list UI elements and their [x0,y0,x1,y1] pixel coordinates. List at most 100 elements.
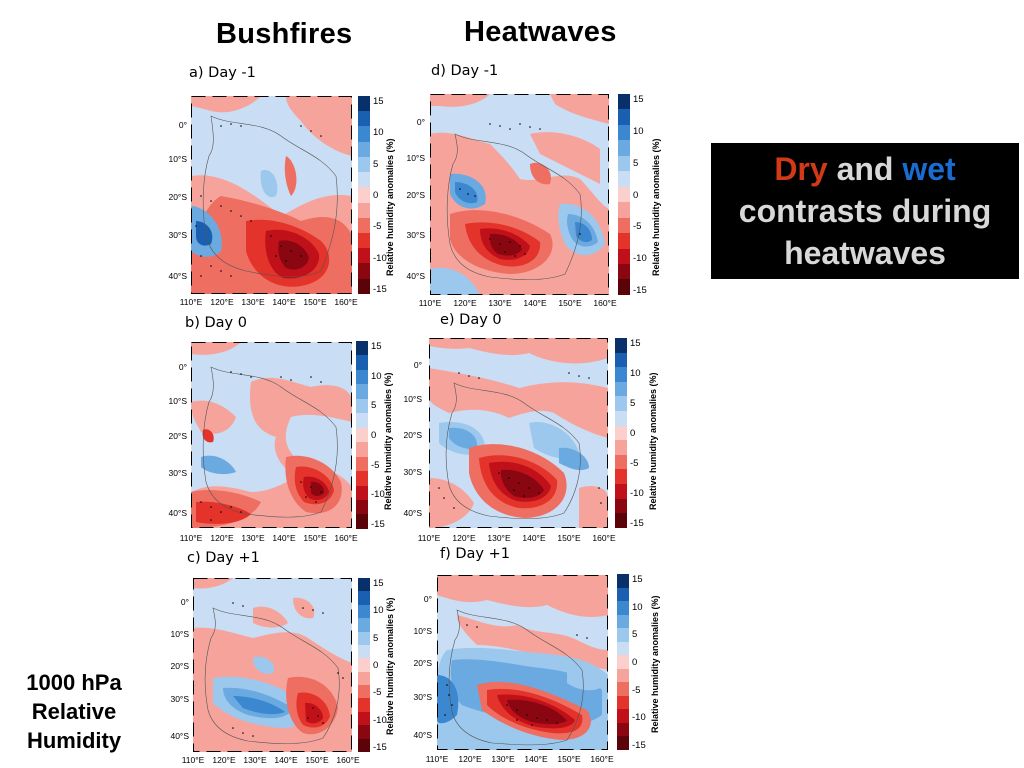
colorbar-swatch [617,574,629,588]
colorbar-swatch [615,338,627,353]
colorbar-swatch [356,485,368,500]
colorbar-swatch [358,644,370,659]
colorbar-tick-label: -15 [633,285,647,296]
colorbar-tick-label: -15 [632,740,646,751]
colorbar-swatch [358,578,370,592]
colorbar-c [358,578,370,752]
colorbar-tick-label: 0 [373,660,379,671]
colorbar-swatch [358,698,370,712]
lon-tick-a-3: 140°E [272,297,296,307]
colorbar-swatch [356,341,368,356]
colorbar-a [358,96,370,294]
colorbar-swatch [618,217,630,234]
colorbar-swatch [618,171,630,187]
lat-tick-d-3: 30°S [406,230,425,240]
variable-label: 1000 hPa Relative Humidity [12,668,136,755]
callout-word-wet: wet [902,151,956,187]
colorbar-swatch [358,232,370,249]
anomaly-field-f [437,575,608,750]
colorbar-tick-label: -15 [371,519,385,530]
colorbar-label-e: Relative humidity anomalies (%) [648,372,658,510]
colorbar-swatch [618,186,630,203]
colorbar-tick-label: -5 [633,221,642,233]
lon-tick-e-5: 160°E [592,533,616,543]
colorbar-swatch [617,722,629,737]
lat-tick-b-4: 40°S [168,508,187,518]
colorbar-tick-label: 10 [632,601,643,613]
colorbar-swatch [358,658,370,672]
colorbar-swatch [358,738,370,752]
colorbar-tick-label: -10 [630,488,644,499]
colorbar-swatch [358,604,370,619]
colorbar-tick-label: 0 [632,657,638,668]
anomaly-field-b [191,342,352,528]
colorbar-swatch [618,109,630,125]
lon-tick-f-0: 110°E [425,754,449,764]
colorbar-tick-label: 5 [633,157,639,169]
colorbar-swatch [618,155,630,172]
colorbar-swatch [356,355,368,370]
colorbar-tick-label: 0 [633,189,639,201]
colorbar-tick-label: -5 [373,221,382,233]
variable-label-line-2: Relative [31,699,117,724]
colorbar-swatch [358,685,370,699]
callout-word-and: and [827,151,903,187]
colorbar-tick-label: 0 [630,428,636,439]
colorbar-tick-label: 10 [373,605,384,617]
colorbar-tick-label: -10 [371,489,385,501]
lon-tick-c-3: 140°E [274,755,298,765]
colorbar-tick-label: -10 [373,252,387,264]
colorbar-tick-label: -10 [633,253,647,265]
colorbar-swatch [615,425,627,441]
lon-tick-b-3: 140°E [272,533,296,543]
colorbar-swatch [617,614,629,629]
lon-tick-a-2: 130°E [241,297,265,307]
colorbar-tick-label: 0 [371,430,377,441]
colorbar-tick-label: 15 [371,341,382,352]
callout-word-dry: Dry [774,151,828,187]
callout-box: Dry and wet contrasts during heatwaves [711,143,1019,279]
lat-tick-c-4: 40°S [170,731,189,741]
colorbar-swatch [358,187,370,203]
column-title-heatwaves: Heatwaves [464,16,617,48]
colorbar-swatch [615,411,627,426]
colorbar-tick-label: 15 [630,338,641,349]
colorbar-tick-label: 5 [630,398,636,409]
lon-tick-a-1: 120°E [210,297,234,307]
colorbar-swatch [615,396,627,412]
lon-tick-d-2: 130°E [488,298,512,308]
lat-tick-b-3: 30°S [168,468,187,478]
colorbar-swatch [617,587,629,602]
colorbar-swatch [615,513,627,528]
colorbar-swatch [358,202,370,218]
colorbar-swatch [615,367,627,382]
colorbar-swatch [618,233,630,249]
colorbar-swatch [617,601,629,615]
lon-tick-a-4: 150°E [303,297,327,307]
colorbar-swatch [618,124,630,141]
lon-tick-e-4: 150°E [557,533,581,543]
colorbar-tick-label: -5 [630,458,639,469]
colorbar-swatch [618,202,630,218]
lon-tick-e-2: 130°E [487,533,511,543]
colorbar-tick-label: 15 [632,574,643,585]
colorbar-swatch [356,499,368,515]
colorbar-swatch [615,352,627,368]
lon-tick-d-5: 160°E [593,298,617,308]
colorbar-swatch [617,709,629,723]
colorbar-tick-label: -15 [373,284,387,295]
variable-label-line-3: Humidity [26,728,122,753]
lat-tick-c-1: 10°S [170,629,189,639]
colorbar-tick-label: -5 [371,459,380,471]
colorbar-tick-label: 5 [373,632,379,644]
lon-tick-c-5: 160°E [336,755,360,765]
colorbar-tick-label: 0 [373,190,379,201]
lat-tick-a-0: 0° [178,120,187,130]
lon-tick-e-1: 120°E [452,533,476,543]
colorbar-tick-label: -5 [632,684,641,696]
colorbar-tick-label: 15 [373,578,384,589]
colorbar-swatch [356,369,368,385]
anomaly-field-a [191,96,352,294]
colorbar-swatch [358,263,370,279]
panel-label-e: e) Day 0 [440,312,502,328]
